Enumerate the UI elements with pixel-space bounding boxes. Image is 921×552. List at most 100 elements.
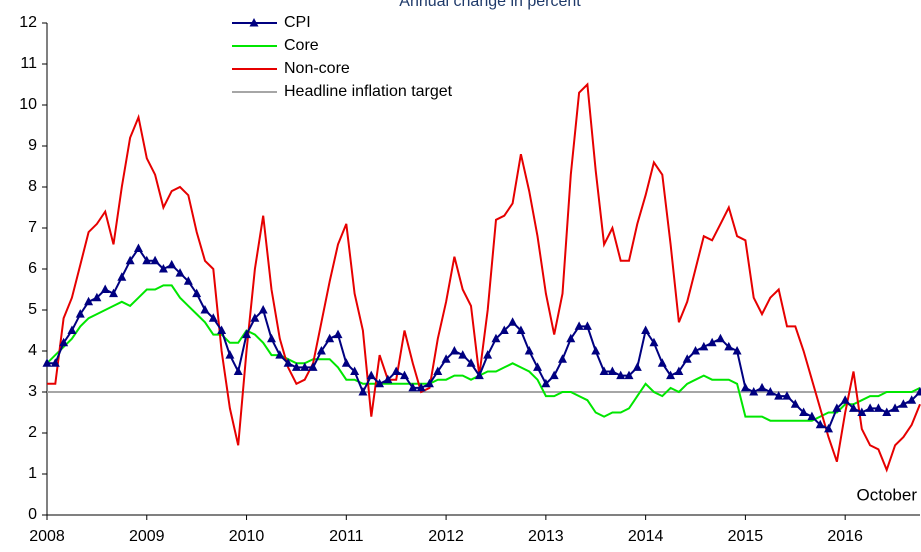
marker bbox=[142, 255, 152, 265]
y-tick-label: 5 bbox=[28, 301, 37, 318]
marker bbox=[890, 403, 900, 412]
series-line bbox=[47, 82, 921, 473]
legend-label: Headline inflation target bbox=[284, 83, 453, 100]
marker bbox=[790, 399, 800, 408]
marker bbox=[225, 350, 235, 359]
marker bbox=[383, 374, 393, 384]
x-tick-label: 2013 bbox=[528, 528, 564, 545]
marker bbox=[408, 382, 418, 392]
marker bbox=[832, 403, 842, 412]
marker bbox=[283, 358, 293, 367]
marker bbox=[707, 337, 717, 347]
y-tick-label: 2 bbox=[28, 424, 37, 441]
marker bbox=[641, 325, 651, 334]
y-tick-label: 1 bbox=[28, 465, 37, 482]
marker bbox=[807, 411, 817, 421]
legend-bg bbox=[230, 58, 330, 80]
marker bbox=[308, 362, 318, 371]
marker bbox=[458, 350, 468, 359]
marker bbox=[624, 370, 634, 380]
y-tick-label: 4 bbox=[28, 342, 37, 359]
legend-label: Non-core bbox=[284, 60, 350, 77]
marker bbox=[92, 292, 102, 302]
marker bbox=[865, 403, 875, 412]
y-tick-label: 6 bbox=[28, 260, 37, 277]
marker bbox=[217, 325, 227, 334]
marker bbox=[824, 423, 834, 433]
marker bbox=[491, 333, 501, 343]
x-tick-label: 2016 bbox=[827, 528, 863, 545]
legend-bg bbox=[230, 35, 330, 57]
marker bbox=[67, 325, 77, 334]
marker bbox=[632, 362, 642, 371]
marker bbox=[416, 382, 426, 392]
marker bbox=[84, 296, 94, 306]
marker bbox=[75, 309, 85, 318]
legend-label: CPI bbox=[284, 14, 311, 31]
marker bbox=[175, 268, 185, 277]
marker bbox=[424, 378, 434, 388]
marker bbox=[649, 337, 659, 347]
legend-bg bbox=[230, 12, 330, 34]
marker bbox=[682, 354, 692, 363]
marker bbox=[840, 395, 850, 404]
marker bbox=[258, 305, 268, 314]
x-tick-label: 2015 bbox=[728, 528, 764, 545]
marker bbox=[524, 346, 534, 355]
marker bbox=[815, 419, 825, 429]
marker bbox=[167, 259, 177, 269]
series-line bbox=[46, 284, 921, 422]
marker bbox=[582, 321, 592, 330]
marker bbox=[740, 382, 750, 392]
x-tick-label: 2009 bbox=[129, 528, 165, 545]
marker bbox=[591, 346, 601, 355]
marker bbox=[183, 276, 193, 285]
marker bbox=[607, 366, 617, 375]
marker bbox=[691, 346, 701, 355]
x-tick-label: 2010 bbox=[229, 528, 265, 545]
marker bbox=[782, 391, 792, 400]
marker bbox=[50, 358, 60, 367]
marker bbox=[674, 366, 684, 375]
marker bbox=[358, 387, 368, 396]
marker bbox=[699, 341, 709, 351]
marker bbox=[291, 362, 301, 371]
marker bbox=[882, 407, 892, 416]
marker bbox=[474, 370, 484, 380]
marker bbox=[316, 346, 326, 355]
marker bbox=[150, 255, 160, 265]
x-tick-label: 2014 bbox=[628, 528, 664, 545]
x-tick-label: 2008 bbox=[29, 528, 65, 545]
marker bbox=[566, 333, 576, 343]
marker bbox=[724, 341, 734, 351]
marker bbox=[59, 337, 69, 347]
marker bbox=[208, 313, 218, 322]
marker bbox=[375, 378, 385, 388]
marker bbox=[233, 366, 243, 375]
marker bbox=[350, 366, 360, 375]
marker bbox=[250, 313, 260, 322]
marker bbox=[499, 325, 509, 334]
marker bbox=[325, 333, 335, 343]
series-line bbox=[47, 246, 921, 431]
marker bbox=[715, 333, 725, 343]
marker bbox=[449, 346, 459, 355]
y-tick-label: 3 bbox=[28, 383, 37, 400]
marker bbox=[541, 378, 551, 388]
marker bbox=[433, 366, 443, 375]
annotation: October bbox=[857, 485, 918, 504]
y-tick-label: 9 bbox=[28, 137, 37, 154]
marker bbox=[300, 362, 310, 371]
marker bbox=[848, 403, 858, 412]
marker bbox=[391, 366, 401, 375]
marker bbox=[732, 346, 742, 355]
y-tick-label: 7 bbox=[28, 219, 37, 236]
marker bbox=[533, 362, 543, 371]
marker bbox=[774, 391, 784, 400]
marker bbox=[133, 243, 143, 252]
marker bbox=[100, 284, 110, 293]
marker bbox=[275, 350, 285, 359]
marker bbox=[898, 399, 908, 408]
marker bbox=[200, 305, 210, 314]
